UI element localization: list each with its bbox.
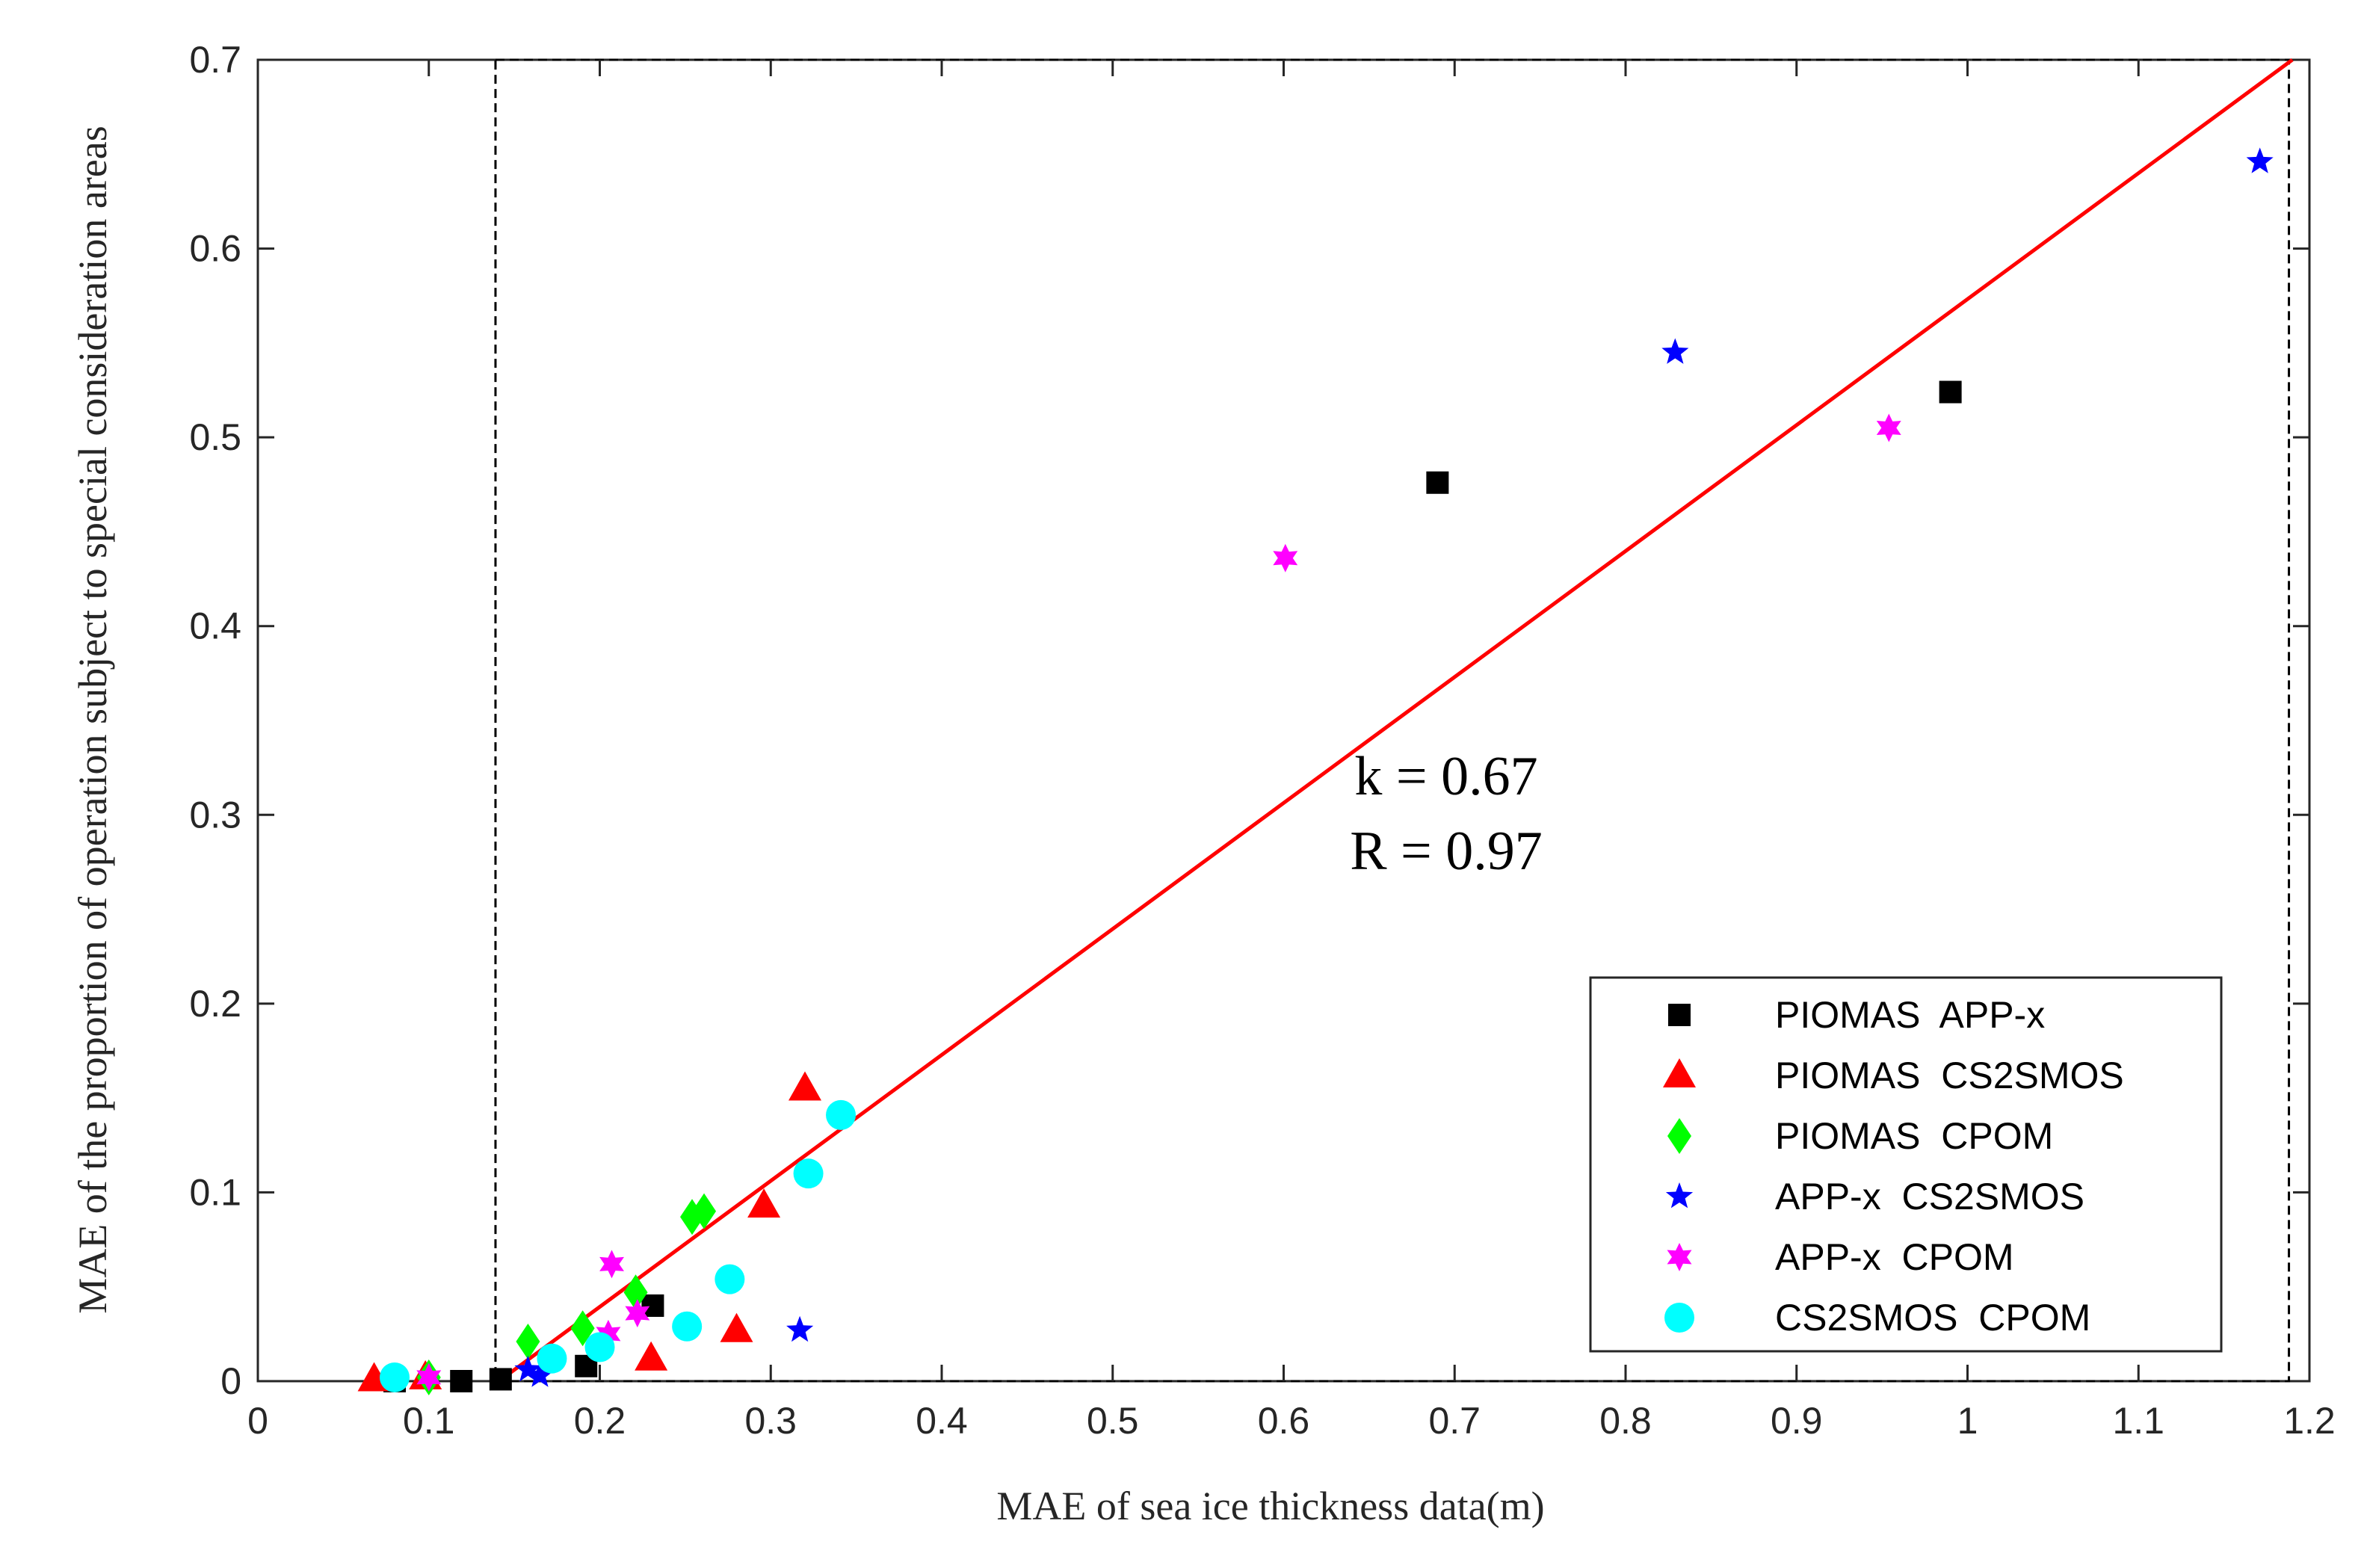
legend-label-piomas-cs2smos: PIOMAS CS2SMOS bbox=[1775, 1055, 2124, 1096]
x-axis-title: MAE of sea ice thickness data(m) bbox=[996, 1484, 1544, 1528]
legend-label-appx-cpom: APP-x CPOM bbox=[1775, 1236, 2013, 1278]
data-point-app-x-cs2smos bbox=[1661, 338, 1689, 364]
legend-label-piomas-appx: PIOMAS APP-x bbox=[1775, 994, 2045, 1036]
slope-annotation: k = 0.67 bbox=[1354, 746, 1537, 807]
data-point-app-x-cpom bbox=[1876, 413, 1901, 442]
x-tick-label: 0.2 bbox=[574, 1400, 626, 1442]
series-cs2smos-cpom bbox=[380, 1099, 857, 1392]
data-point-app-x-cpom bbox=[599, 1250, 624, 1279]
data-point-app-x-cpom bbox=[416, 1362, 442, 1392]
legend-label-appx-cs2smos: APP-x CS2SMOS bbox=[1775, 1176, 2084, 1217]
y-tick-label: 0.6 bbox=[189, 228, 241, 270]
y-tick-label: 0.1 bbox=[189, 1171, 241, 1213]
series-piomas-cpom bbox=[416, 1193, 717, 1395]
x-tick-label: 0.4 bbox=[916, 1400, 968, 1442]
data-point-app-x-cs2smos bbox=[514, 1355, 542, 1382]
data-point-cs2smos-cpom bbox=[537, 1343, 567, 1374]
data-point-piomas-app-x bbox=[489, 1368, 512, 1391]
y-tick-label: 0.7 bbox=[189, 39, 241, 81]
legend: PIOMAS APP-x PIOMAS CS2SMOS PIOMAS CPOM … bbox=[1589, 976, 2223, 1353]
data-point-piomas-app-x bbox=[641, 1294, 664, 1317]
y-tick-label: 0.4 bbox=[189, 605, 241, 647]
x-tick-label: 0.8 bbox=[1599, 1400, 1652, 1442]
fit-line bbox=[498, 58, 2294, 1383]
x-tick-label: 0.1 bbox=[403, 1400, 455, 1442]
data-point-app-x-cs2smos bbox=[786, 1315, 814, 1342]
data-point-cs2smos-cpom bbox=[715, 1264, 745, 1294]
data-point-piomas-cs2smos bbox=[788, 1071, 821, 1101]
reference-dashed-box bbox=[494, 58, 2291, 1383]
data-point-piomas-cpom bbox=[623, 1274, 648, 1311]
data-point-piomas-app-x bbox=[1426, 471, 1449, 494]
legend-marker-cs2smos-cpom bbox=[1664, 1303, 1694, 1333]
legend-marker-app-x-cs2smos bbox=[1665, 1182, 1694, 1209]
data-point-cs2smos-cpom bbox=[672, 1311, 703, 1342]
legend-marker-piomas-cpom bbox=[1667, 1118, 1691, 1154]
data-point-piomas-cs2smos bbox=[635, 1341, 668, 1371]
series-app-x-cs2smos bbox=[514, 147, 2274, 1387]
x-tick-label: 0 bbox=[247, 1400, 268, 1442]
x-tick-label: 0.5 bbox=[1087, 1400, 1139, 1442]
data-point-cs2smos-cpom bbox=[380, 1362, 410, 1392]
y-tick-label: 0.2 bbox=[189, 983, 241, 1025]
data-point-app-x-cs2smos bbox=[526, 1361, 554, 1387]
legend-label-cs2smos-cpom: CS2SMOS CPOM bbox=[1775, 1297, 2090, 1339]
data-point-piomas-cs2smos bbox=[720, 1312, 753, 1342]
data-point-cs2smos-cpom bbox=[584, 1332, 615, 1362]
legend-label-piomas-cpom: PIOMAS CPOM bbox=[1775, 1115, 2053, 1157]
legend-marker-app-x-cpom bbox=[1667, 1243, 1692, 1271]
x-tick-label: 1.1 bbox=[2112, 1400, 2164, 1442]
data-point-piomas-cpom bbox=[516, 1323, 540, 1359]
data-point-app-x-cpom bbox=[596, 1319, 621, 1348]
x-tick-label: 0.3 bbox=[744, 1400, 797, 1442]
x-tick-label: 0.6 bbox=[1258, 1400, 1310, 1442]
correlation-annotation: R = 0.97 bbox=[1350, 821, 1543, 882]
data-point-app-x-cpom bbox=[1273, 543, 1298, 572]
y-tick-label: 0.3 bbox=[189, 794, 241, 836]
y-tick-label: 0 bbox=[220, 1360, 241, 1402]
legend-marker-piomas-app-x bbox=[1668, 1004, 1691, 1026]
x-tick-label: 1 bbox=[1957, 1400, 1978, 1442]
y-axis-title: MAE of the proportion of operation subje… bbox=[70, 126, 115, 1314]
x-tick-label: 0.7 bbox=[1428, 1400, 1481, 1442]
data-point-piomas-cpom bbox=[692, 1193, 717, 1229]
x-tick-label: 0.9 bbox=[1771, 1400, 1823, 1442]
series-app-x-cpom bbox=[416, 413, 1901, 1392]
data-point-cs2smos-cpom bbox=[793, 1158, 824, 1189]
data-point-cs2smos-cpom bbox=[826, 1099, 857, 1130]
data-point-piomas-app-x bbox=[1939, 380, 1962, 404]
data-point-piomas-cs2smos bbox=[747, 1188, 781, 1218]
legend-box bbox=[1589, 976, 2223, 1353]
data-point-piomas-app-x bbox=[450, 1370, 473, 1392]
data-point-app-x-cs2smos bbox=[2246, 147, 2274, 173]
x-tick-label: 1.2 bbox=[2283, 1400, 2336, 1442]
y-tick-label: 0.5 bbox=[189, 416, 241, 458]
legend-marker-piomas-cs2smos bbox=[1663, 1058, 1696, 1087]
data-point-app-x-cpom bbox=[625, 1299, 650, 1328]
